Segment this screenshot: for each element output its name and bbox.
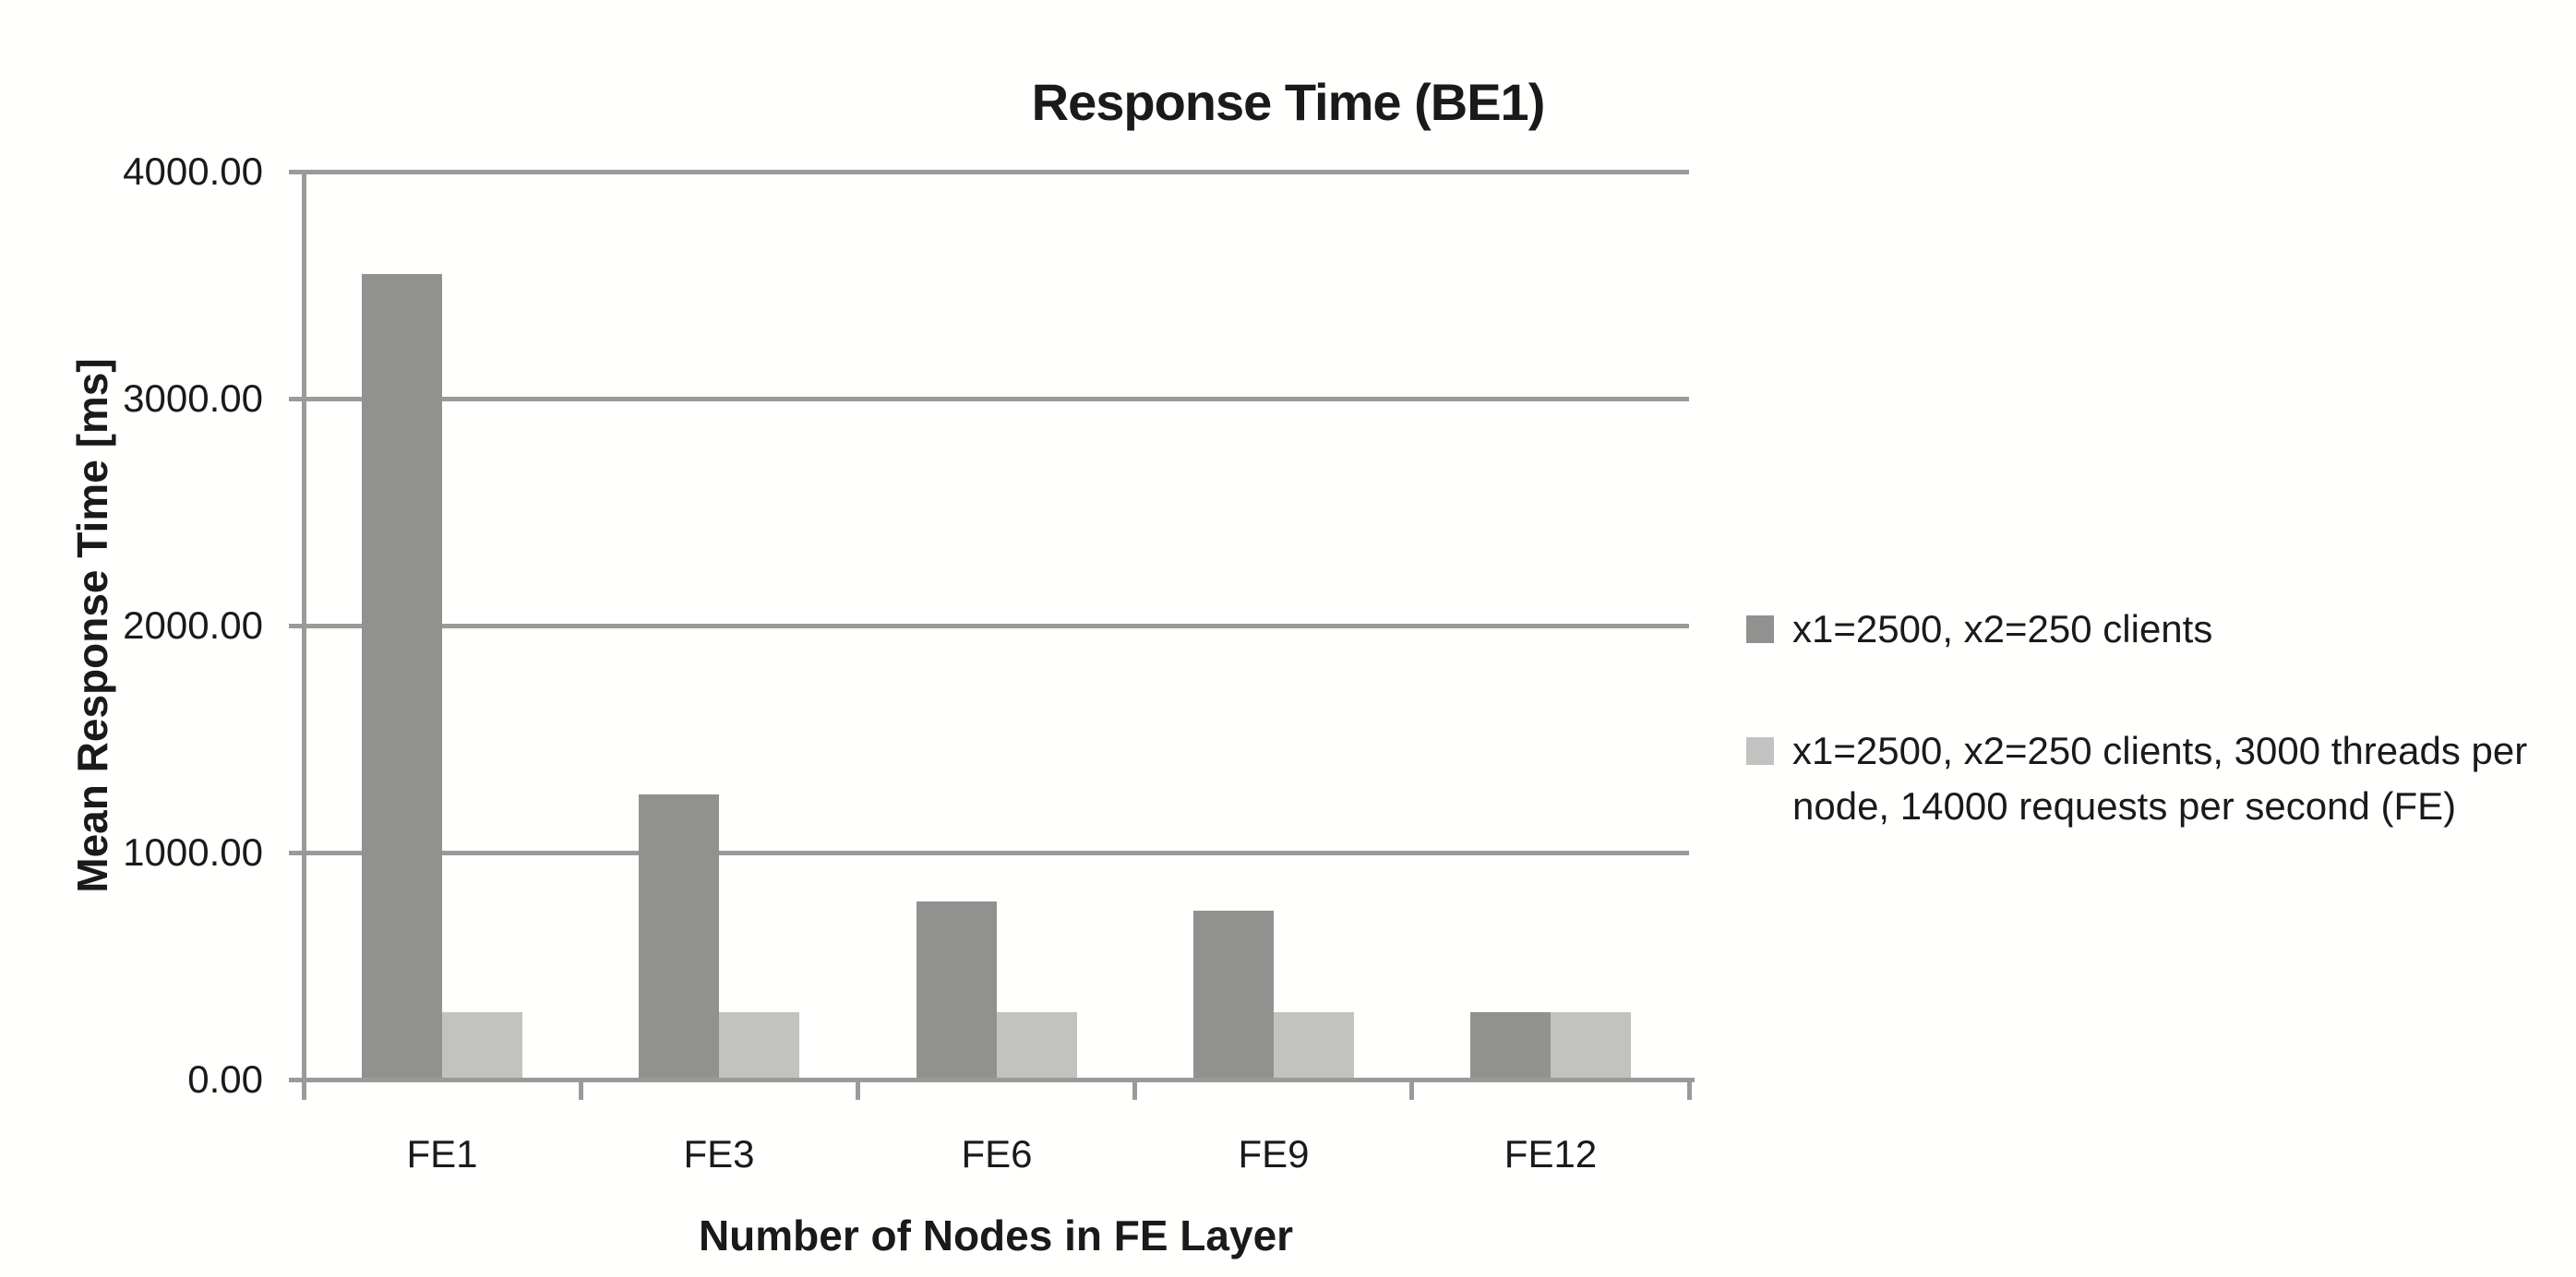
x-axis-tick xyxy=(579,1080,583,1100)
x-tick-label: FE12 xyxy=(1504,1132,1598,1176)
y-tick-label: 0.00 xyxy=(187,1057,263,1101)
y-axis-line xyxy=(302,170,306,1082)
gridline xyxy=(289,397,1689,401)
y-tick-label: 2000.00 xyxy=(123,603,263,647)
bar-FE12-series1 xyxy=(1470,1012,1551,1080)
legend-swatch-series2 xyxy=(1746,737,1774,765)
bar-FE12-series2 xyxy=(1551,1012,1631,1080)
x-axis-tick xyxy=(856,1080,860,1100)
x-tick-label: FE1 xyxy=(406,1132,478,1176)
x-tick-label: FE9 xyxy=(1238,1132,1310,1176)
chart-title: Response Time (BE1) xyxy=(1031,73,1546,131)
y-tick-label: 1000.00 xyxy=(123,830,263,874)
x-axis-tick xyxy=(1132,1080,1137,1100)
bar-FE9-series1 xyxy=(1193,911,1274,1080)
x-axis-tick xyxy=(1409,1080,1414,1100)
legend-item: x1=2500, x2=250 clients, 3000 threads pe… xyxy=(1746,723,2558,834)
legend-label: x1=2500, x2=250 clients xyxy=(1792,607,2213,650)
bar-FE3-series2 xyxy=(719,1012,799,1080)
x-tick-label: FE3 xyxy=(683,1132,755,1176)
legend-swatch-series1 xyxy=(1746,615,1774,643)
x-axis-tick xyxy=(1687,1080,1692,1100)
bar-FE3-series1 xyxy=(639,794,719,1080)
bar-FE1-series2 xyxy=(442,1012,522,1080)
gridline xyxy=(289,170,1689,174)
legend: x1=2500, x2=250 clients x1=2500, x2=250 c… xyxy=(1746,602,2558,901)
y-tick-label: 3000.00 xyxy=(123,376,263,420)
x-axis-title: Number of Nodes in FE Layer xyxy=(698,1211,1294,1259)
bar-FE6-series1 xyxy=(917,901,997,1080)
gridline xyxy=(289,851,1689,855)
gridline xyxy=(289,624,1689,628)
y-tick-label: 4000.00 xyxy=(123,149,263,193)
legend-label: x1=2500, x2=250 clients, 3000 threads pe… xyxy=(1792,729,2528,828)
bar-FE1-series1 xyxy=(362,274,442,1080)
bar-FE6-series2 xyxy=(997,1012,1077,1080)
x-tick-label: FE6 xyxy=(961,1132,1033,1176)
x-axis-tick xyxy=(302,1080,306,1100)
bar-FE9-series2 xyxy=(1274,1012,1354,1080)
x-axis-line xyxy=(289,1078,1695,1082)
legend-item: x1=2500, x2=250 clients xyxy=(1746,602,2558,657)
